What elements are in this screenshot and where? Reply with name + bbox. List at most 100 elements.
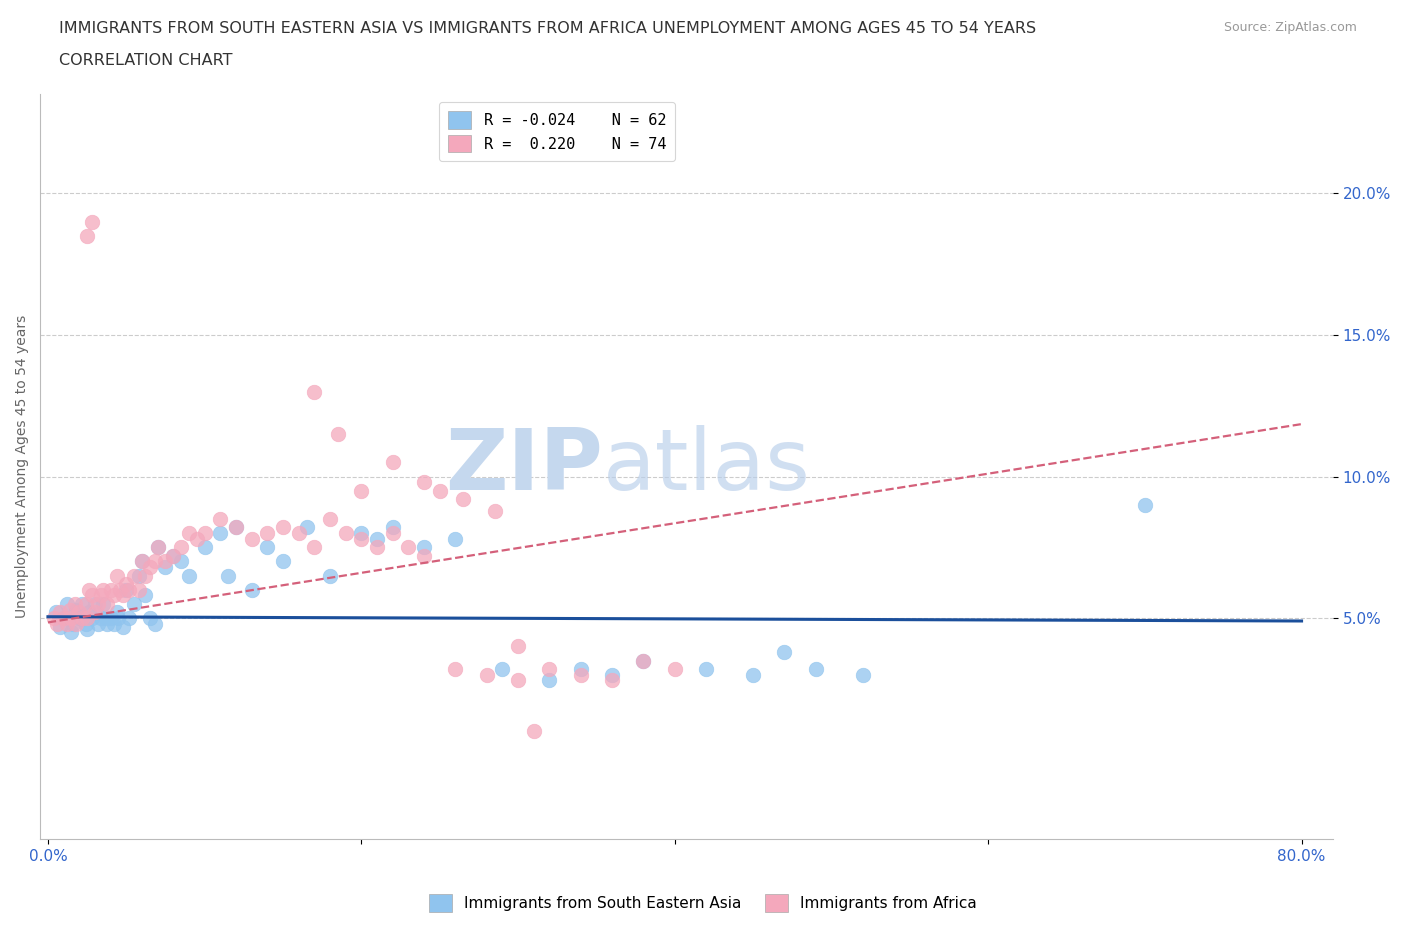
Point <box>49 619 72 634</box>
Point <box>256 540 278 555</box>
Point <box>107 611 129 626</box>
Point <box>91 596 114 611</box>
Point <box>143 617 166 631</box>
Point <box>304 540 326 555</box>
Point <box>80 611 103 626</box>
Legend: Immigrants from South Eastern Asia, Immigrants from Africa: Immigrants from South Eastern Asia, Immi… <box>423 888 983 918</box>
Point <box>475 668 498 683</box>
Point <box>194 525 217 540</box>
Text: atlas: atlas <box>603 425 810 508</box>
Point <box>60 625 83 640</box>
Text: IMMIGRANTS FROM SOUTH EASTERN ASIA VS IMMIGRANTS FROM AFRICA UNEMPLOYMENT AMONG : IMMIGRANTS FROM SOUTH EASTERN ASIA VS IM… <box>59 21 1036 36</box>
Point <box>295 520 318 535</box>
Point <box>506 673 529 688</box>
Point <box>256 525 278 540</box>
Point <box>170 540 193 555</box>
Point <box>45 605 67 620</box>
Point <box>87 596 110 611</box>
Point <box>146 540 169 555</box>
Point <box>46 617 69 631</box>
Point <box>350 484 373 498</box>
Point <box>131 554 153 569</box>
Point <box>804 662 827 677</box>
Point <box>600 668 623 683</box>
Text: ZIP: ZIP <box>444 425 603 508</box>
Point <box>49 605 72 620</box>
Point <box>240 531 263 546</box>
Point <box>103 588 125 603</box>
Point <box>444 531 467 546</box>
Point <box>77 582 100 597</box>
Point <box>90 611 112 626</box>
Point <box>128 582 150 597</box>
Point <box>105 605 128 620</box>
Point <box>155 560 177 575</box>
Point <box>177 568 200 583</box>
Point <box>538 662 561 677</box>
Point <box>90 588 112 603</box>
Point <box>569 668 592 683</box>
Point <box>91 582 114 597</box>
Point <box>335 525 357 540</box>
Point <box>76 228 98 243</box>
Point <box>65 603 87 618</box>
Point <box>381 525 404 540</box>
Point <box>60 611 83 626</box>
Point <box>84 596 107 611</box>
Point <box>350 525 373 540</box>
Point <box>170 554 193 569</box>
Point <box>65 617 87 631</box>
Point <box>742 668 765 683</box>
Point <box>413 474 436 489</box>
Point <box>695 662 717 677</box>
Point <box>96 617 118 631</box>
Point <box>217 568 239 583</box>
Point <box>569 662 592 677</box>
Point <box>664 662 686 677</box>
Point <box>67 605 90 620</box>
Point <box>87 617 110 631</box>
Point <box>128 568 150 583</box>
Point <box>100 611 122 626</box>
Point <box>287 525 309 540</box>
Point <box>75 617 97 631</box>
Point <box>72 596 94 611</box>
Point <box>366 531 388 546</box>
Point <box>271 554 294 569</box>
Point <box>112 619 135 634</box>
Point <box>139 560 162 575</box>
Point <box>44 611 66 626</box>
Point <box>100 582 122 597</box>
Point <box>271 520 294 535</box>
Point <box>444 662 467 677</box>
Point <box>118 582 141 597</box>
Point <box>76 622 98 637</box>
Point <box>143 554 166 569</box>
Point <box>484 503 506 518</box>
Point <box>72 611 94 626</box>
Point <box>413 540 436 555</box>
Point <box>80 214 103 229</box>
Point <box>633 653 655 668</box>
Point <box>112 588 135 603</box>
Point <box>319 512 342 526</box>
Point <box>80 588 103 603</box>
Point <box>62 617 84 631</box>
Point <box>209 512 232 526</box>
Point <box>852 668 875 683</box>
Point <box>59 603 82 618</box>
Point <box>105 568 128 583</box>
Point <box>506 639 529 654</box>
Point <box>122 568 145 583</box>
Point <box>451 492 474 507</box>
Point <box>413 549 436 564</box>
Point <box>77 605 100 620</box>
Text: Source: ZipAtlas.com: Source: ZipAtlas.com <box>1223 21 1357 34</box>
Point <box>103 617 125 631</box>
Point <box>396 540 419 555</box>
Point <box>1133 498 1156 512</box>
Legend: R = -0.024    N = 62, R =  0.220    N = 74: R = -0.024 N = 62, R = 0.220 N = 74 <box>439 101 675 162</box>
Point <box>773 644 796 659</box>
Text: CORRELATION CHART: CORRELATION CHART <box>59 53 232 68</box>
Point <box>115 582 138 597</box>
